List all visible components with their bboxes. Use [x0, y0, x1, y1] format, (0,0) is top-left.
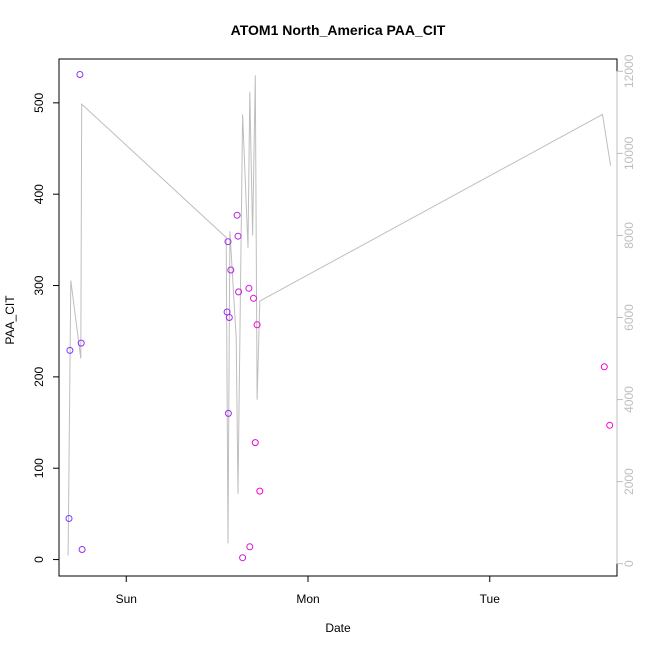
y2-axis: 0 2000 4000 6000 8000 10000 12000: [616, 54, 636, 567]
y2-tick-label: 12000: [622, 54, 636, 88]
data-point: [239, 554, 247, 562]
data-point: [246, 543, 254, 551]
y-tick-label: 200: [32, 367, 46, 387]
x-axis: Sun Mon Tue: [116, 575, 501, 606]
data-point: [253, 321, 261, 329]
data-point: [65, 515, 73, 522]
x-tick-label: Mon: [296, 592, 319, 606]
y-tick-label: 0: [32, 556, 46, 563]
data-point: [76, 71, 84, 78]
x-axis-label: Date: [325, 621, 351, 635]
data-point: [224, 409, 232, 417]
y2-tick-label: 0: [622, 560, 636, 567]
y2-tick-label: 8000: [622, 222, 636, 249]
data-point: [245, 284, 253, 292]
chart-title: ATOM1 North_America PAA_CIT: [231, 22, 446, 38]
data-point: [600, 363, 608, 371]
data-point: [224, 238, 232, 246]
y2-tick-label: 4000: [622, 386, 636, 413]
plot-frame: [58, 58, 618, 577]
y2-tick-label: 2000: [622, 468, 636, 495]
data-point: [250, 294, 257, 302]
y2-tick-label: 6000: [622, 304, 636, 331]
data-point: [233, 211, 241, 219]
data-point: [66, 346, 74, 354]
points-layer: [65, 71, 614, 562]
data-point: [256, 487, 264, 495]
data-point: [606, 421, 614, 429]
data-point: [78, 546, 86, 553]
data-point: [234, 232, 242, 240]
data-point: [77, 339, 85, 347]
data-point: [227, 266, 235, 274]
y-axis: 0 100 200 300 400 500: [32, 93, 60, 563]
x-tick-label: Tue: [480, 592, 501, 606]
y-tick-label: 100: [32, 458, 46, 478]
y-tick-label: 300: [32, 275, 46, 295]
secondary-line-layer: [67, 75, 612, 556]
y-tick-label: 400: [32, 184, 46, 204]
data-point: [235, 288, 243, 296]
data-point: [225, 314, 233, 321]
secondary-series-line: [67, 75, 612, 556]
data-point: [251, 439, 259, 447]
y-tick-label: 500: [32, 93, 46, 113]
y2-tick-label: 10000: [622, 136, 636, 170]
y-axis-label: PAA_CIT: [3, 295, 17, 345]
x-tick-label: Sun: [116, 592, 137, 606]
